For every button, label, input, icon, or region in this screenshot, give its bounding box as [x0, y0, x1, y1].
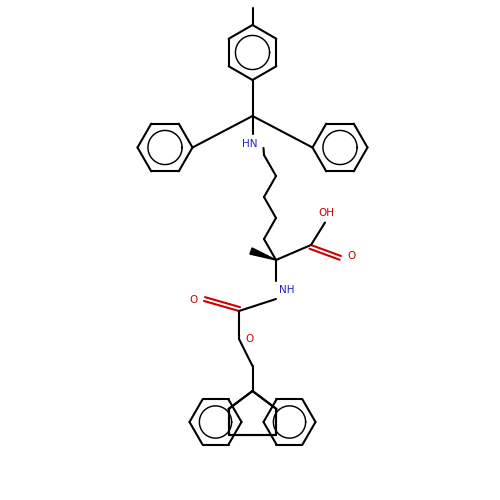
- Polygon shape: [250, 248, 276, 260]
- Text: O: O: [245, 334, 253, 344]
- Text: O: O: [190, 295, 198, 305]
- Text: OH: OH: [318, 208, 334, 218]
- Text: NH: NH: [279, 285, 294, 295]
- Text: HN: HN: [242, 139, 258, 149]
- Text: O: O: [347, 251, 355, 261]
